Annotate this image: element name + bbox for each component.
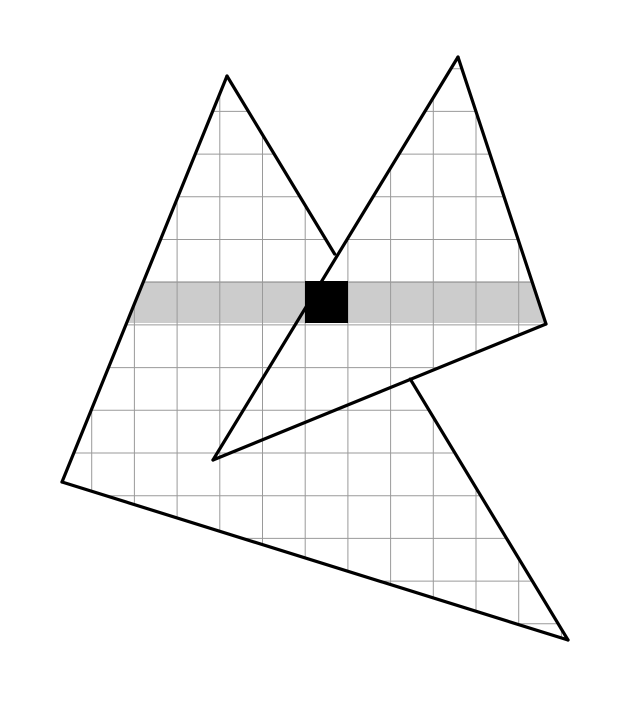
front-triangle-bottom-edge (211, 322, 548, 462)
back-triangle-right-edge-upper (225, 74, 337, 256)
triangle-outlines (60, 55, 570, 642)
active-pixel-cell (305, 281, 348, 323)
active-pixel (305, 281, 348, 323)
back-triangle-left-edge (60, 74, 229, 484)
back-triangle-right-edge-lower (408, 377, 570, 642)
front-triangle-right-edge (456, 55, 548, 326)
back-triangle-bottom-edge (60, 480, 570, 642)
front-triangle-left-edge (211, 55, 460, 462)
